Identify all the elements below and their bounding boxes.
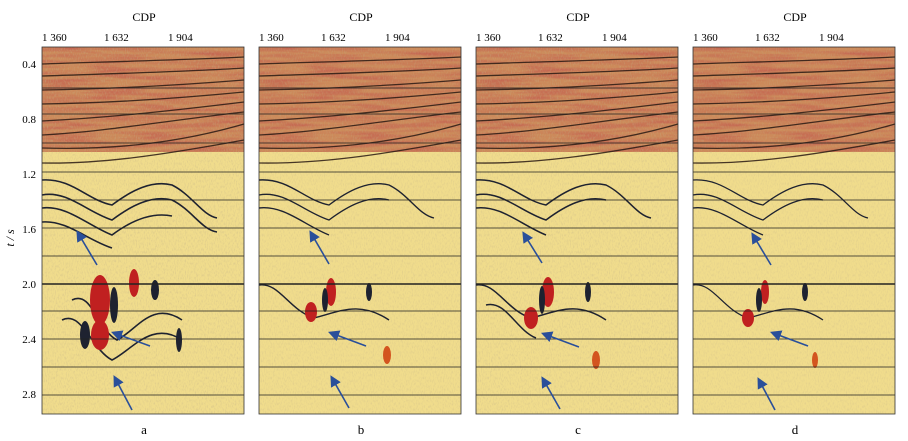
panel-d: CDP 1 360 1 632 1 904	[692, 10, 896, 437]
panel-c-x-tick-1360: 1 360	[476, 32, 501, 44]
panel-c-arrow-1	[522, 231, 543, 264]
panel-c-arrow-3	[541, 376, 561, 410]
panel-d-image	[692, 46, 896, 415]
panel-b-x-tick-1632: 1 632	[321, 32, 346, 44]
panel-d-x-tick-1360: 1 360	[693, 32, 718, 44]
panel-d-arrows	[751, 232, 809, 411]
panel-d-arrow-2	[770, 330, 809, 347]
panel-b-arrow-1	[309, 230, 330, 265]
panel-b-image	[258, 46, 462, 415]
y-tick-1.6: 1.6	[22, 224, 36, 236]
panel-a-label: a	[141, 422, 147, 437]
y-tick-2.0: 2.0	[22, 279, 36, 291]
y-axis: 0.4 0.8 1.2 1.6 2.0 2.4 2.8	[22, 59, 36, 401]
panel-b-label: b	[358, 422, 365, 437]
panel-c: CDP 1 360 1 632 1 904	[475, 10, 679, 437]
y-tick-0.4: 0.4	[22, 59, 36, 71]
panel-d-arrow-1	[751, 232, 772, 266]
panel-c-label: c	[575, 422, 581, 437]
panel-d-x-tick-1632: 1 632	[755, 32, 780, 44]
y-axis-label: t / s	[3, 229, 17, 247]
panel-c-x-tick-1632: 1 632	[538, 32, 563, 44]
panel-a-x-tick-1360: 1 360	[42, 32, 67, 44]
panel-d-label: d	[792, 422, 799, 437]
panel-b-arrows	[309, 230, 367, 409]
panel-b: CDP 1 360 1 632 1 904	[258, 10, 462, 437]
panel-a: CDP 1 360 1 632 1 904	[41, 10, 245, 437]
y-tick-2.8: 2.8	[22, 389, 36, 401]
panel-b-x-tick-1360: 1 360	[259, 32, 284, 44]
panel-c-image	[475, 46, 679, 415]
panel-b-arrow-3	[330, 375, 350, 409]
panel-a-image	[41, 46, 245, 415]
panel-a-cdp-label: CDP	[132, 10, 156, 24]
panel-d-cdp-label: CDP	[783, 10, 807, 24]
panel-b-cdp-label: CDP	[349, 10, 373, 24]
panel-a-arrows	[76, 230, 151, 411]
panel-c-cdp-label: CDP	[566, 10, 590, 24]
panel-d-arrow-3	[757, 377, 776, 411]
panel-d-x-tick-1904: 1 904	[819, 32, 844, 44]
panel-a-x-tick-1904: 1 904	[168, 32, 193, 44]
panel-a-arrow-1	[76, 230, 98, 266]
panel-a-arrow-3	[113, 375, 133, 411]
panel-a-x-tick-1632: 1 632	[104, 32, 129, 44]
panel-c-arrow-2	[541, 331, 580, 348]
panel-a-arrow-2	[110, 330, 151, 347]
y-tick-0.8: 0.8	[22, 114, 36, 126]
panel-c-x-tick-1904: 1 904	[602, 32, 627, 44]
panel-b-x-tick-1904: 1 904	[385, 32, 410, 44]
panel-c-arrows	[522, 231, 580, 410]
panel-b-arrow-2	[328, 330, 367, 347]
y-tick-2.4: 2.4	[22, 334, 36, 346]
y-tick-1.2: 1.2	[22, 169, 36, 181]
